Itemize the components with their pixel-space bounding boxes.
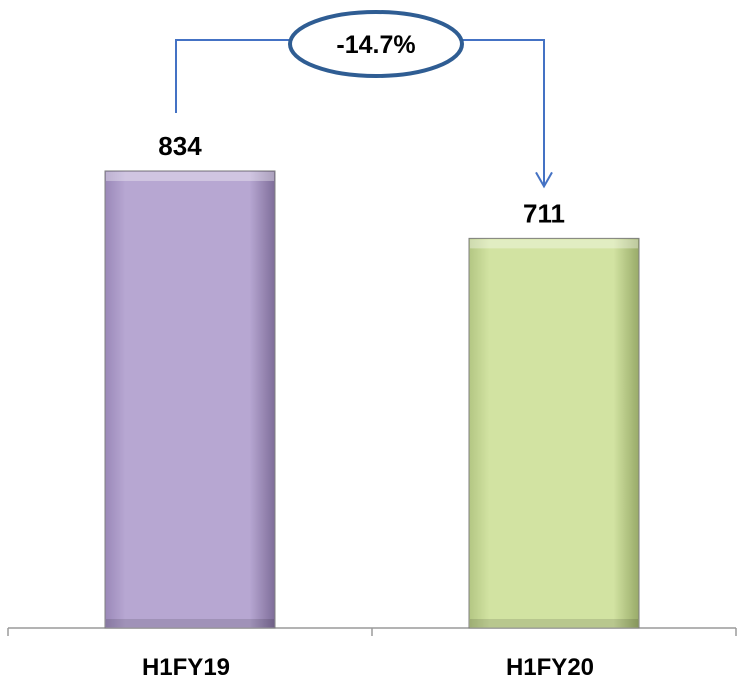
change-label: -14.7% — [336, 31, 415, 59]
change-annotation: -14.7% — [175, 10, 553, 189]
connector-right — [462, 39, 545, 187]
x-tick-label: H1FY20 — [506, 654, 594, 681]
data-label: 711 — [523, 198, 565, 228]
bar-bottom-bevel — [470, 619, 638, 627]
bar-h1fy19 — [104, 170, 276, 629]
bar-top-bevel — [470, 239, 638, 249]
bars-layer — [104, 170, 640, 629]
labels-layer: 834 H1FY19 711 H1FY20 — [142, 131, 594, 681]
connector-left — [175, 39, 290, 113]
bar-body — [468, 237, 640, 629]
bar-bottom-bevel — [106, 619, 274, 627]
bar-h1fy20 — [468, 237, 640, 629]
bar-body — [104, 170, 276, 629]
data-label: 834 — [158, 131, 202, 161]
x-tick-label: H1FY19 — [142, 654, 230, 681]
bar-top-bevel — [106, 171, 274, 181]
arrow-head-icon — [535, 171, 553, 189]
change-ellipse — [288, 10, 464, 78]
